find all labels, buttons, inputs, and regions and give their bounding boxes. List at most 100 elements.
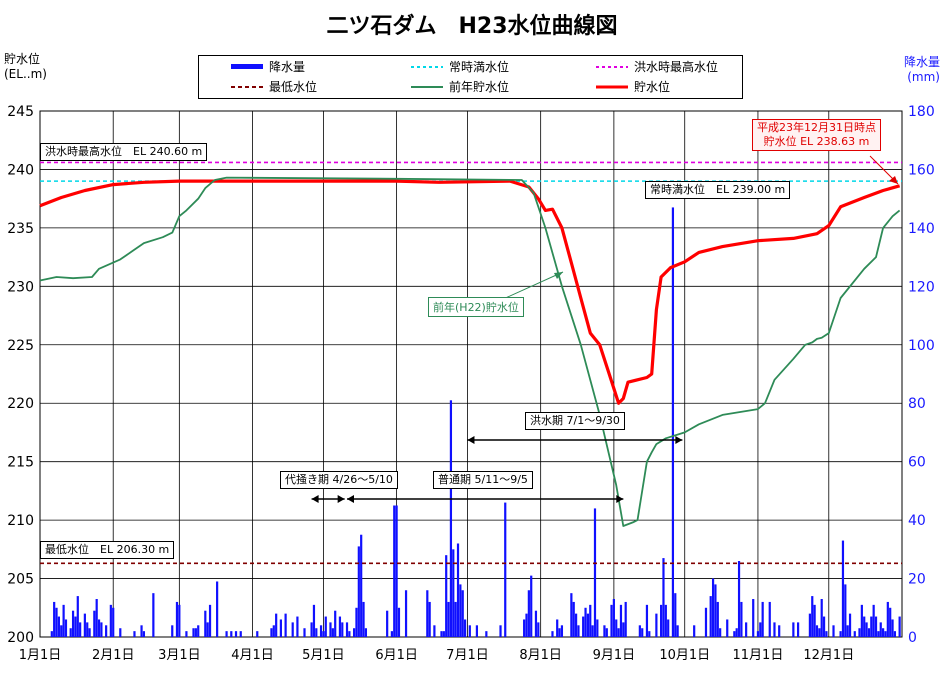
rain-bar	[449, 400, 453, 637]
rain-bar	[216, 581, 219, 637]
rain-bar	[574, 613, 578, 637]
rain-bar	[813, 604, 816, 637]
period-arrowhead	[311, 495, 319, 503]
rain-bar	[778, 625, 781, 637]
rain-bar	[889, 607, 892, 637]
rain-bar	[83, 613, 86, 637]
rain-bar	[867, 628, 871, 637]
rain-bar	[404, 590, 408, 637]
rain-bar	[586, 613, 590, 637]
rain-bar	[239, 631, 242, 637]
rain-bar	[171, 625, 174, 637]
rain-bar	[95, 599, 98, 637]
y-left-tick-label: 220	[7, 396, 34, 412]
legend-label-rain: 降水量	[269, 60, 306, 74]
rain-bar	[338, 616, 342, 637]
rain-bar	[674, 593, 677, 637]
rain-bar	[662, 558, 665, 637]
rain-bar	[811, 596, 814, 637]
period-arrowhead	[347, 495, 355, 503]
legend-item-normal-full: 常時満水位	[409, 58, 569, 76]
rain-bar	[62, 604, 65, 637]
rain-bar	[64, 619, 68, 637]
rain-bar	[53, 601, 56, 637]
x-tick-label: 1月1日	[19, 648, 62, 663]
current-level-callout-line2: 貯水位 EL 238.63 m	[763, 135, 870, 148]
normal-full-label: 常時満水位 EL 239.00 m	[645, 181, 791, 199]
x-tick-label: 10月1日	[659, 648, 710, 663]
rain-bar	[560, 625, 564, 637]
rain-bar	[740, 601, 743, 637]
rain-bar	[397, 607, 401, 637]
y-right-tick-label: 60	[908, 455, 926, 471]
legend-label-flood-max: 洪水時最高水位	[634, 60, 719, 74]
rain-bar	[893, 631, 897, 637]
rain-bar	[879, 622, 882, 637]
rain-bar	[874, 616, 878, 637]
rain-bar	[230, 631, 233, 637]
rain-bar	[884, 631, 887, 637]
rain-bar	[88, 628, 91, 637]
rain-bar	[716, 601, 719, 637]
rain-bar	[296, 616, 299, 637]
rain-bar	[86, 622, 89, 637]
legend-item-flood-max: 洪水時最高水位	[594, 58, 740, 76]
rain-bar	[428, 601, 431, 637]
rain-bar	[664, 604, 667, 637]
rain-bar	[808, 613, 811, 637]
rain-bar	[152, 593, 155, 637]
legend-label-prev-year: 前年貯水位	[449, 80, 510, 94]
rain-bar	[773, 622, 776, 637]
legend-label-storage: 貯水位	[634, 80, 671, 94]
rain-bar	[591, 625, 594, 637]
prev-year-leader-head	[554, 272, 563, 279]
y-right-tick-label: 80	[908, 396, 926, 412]
rain-bar	[556, 619, 559, 637]
rain-bar	[256, 631, 259, 637]
rain-bar	[360, 534, 363, 637]
rain-bar	[870, 616, 873, 637]
rain-bar	[468, 625, 471, 637]
left-axis-title-line1: 貯水位	[4, 52, 41, 66]
rain-bar	[577, 625, 580, 637]
rain-bar	[456, 543, 460, 637]
y-right-tick-label: 180	[908, 104, 935, 120]
rain-bar	[393, 505, 396, 637]
x-tick-label: 12月1日	[803, 648, 854, 663]
rain-bar	[71, 610, 75, 637]
rain-bar	[737, 561, 741, 637]
x-tick-label: 6月1日	[375, 648, 418, 663]
rain-bar	[865, 622, 868, 637]
rain-bar	[79, 622, 82, 637]
rain-bar	[208, 604, 212, 637]
rain-bar	[645, 604, 649, 637]
rain-bar	[818, 628, 821, 637]
y-right-tick-label: 20	[908, 572, 926, 588]
rain-bar	[324, 616, 327, 637]
rain-bar	[622, 622, 625, 637]
y-left-tick-label: 225	[7, 338, 34, 354]
rain-bar	[442, 631, 445, 637]
rain-bar	[898, 616, 901, 637]
rain-bar	[459, 584, 462, 637]
right-axis-title-line1: 降水量	[903, 55, 940, 69]
rain-bar	[485, 631, 488, 637]
rain-bar	[584, 607, 587, 637]
legend-item-min-level: 最低水位	[229, 78, 389, 96]
rain-bar	[454, 601, 457, 637]
rain-bar	[534, 610, 538, 637]
rain-bar	[832, 625, 835, 637]
legend-swatch-prev-year	[411, 86, 443, 88]
rain-bar	[447, 601, 450, 637]
rain-bar	[704, 607, 708, 637]
rain-bar	[197, 625, 200, 637]
rain-bar	[112, 607, 115, 637]
rain-bar	[726, 619, 729, 637]
y-left-tick-label: 200	[7, 630, 34, 646]
rain-bar	[839, 631, 842, 637]
current-level-callout-line1: 平成23年12月31日時点	[757, 121, 876, 134]
rain-bar	[93, 610, 96, 637]
rain-bar	[345, 622, 349, 637]
flood-max-label: 洪水時最高水位 EL 240.60 m	[40, 143, 208, 161]
rain-bar	[572, 601, 575, 637]
